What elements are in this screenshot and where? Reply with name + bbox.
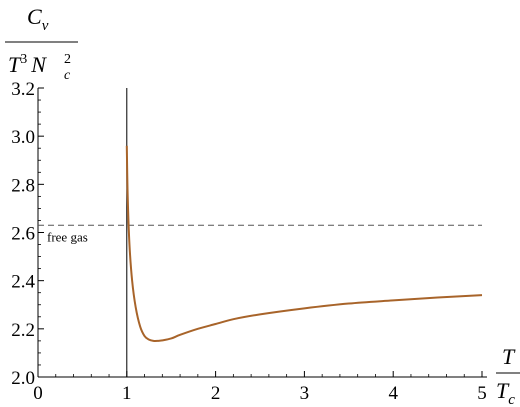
- x-tick-label: 4: [388, 383, 398, 404]
- y-tick-label: 2.0: [11, 368, 35, 389]
- y-tick-label: 2.4: [11, 272, 35, 293]
- x-tick-label: 5: [477, 383, 487, 404]
- y-tick-label: 2.8: [11, 175, 35, 196]
- y-label-denominator: T3 N: [8, 52, 47, 77]
- reference-lines: free gas: [38, 88, 482, 377]
- series-group: [125, 145, 483, 342]
- y-axis-label: Cv T3 N 2 c: [5, 4, 78, 83]
- heat-capacity-curve: [125, 145, 483, 342]
- y-label-numerator: Cv: [27, 4, 49, 34]
- x-tick-label: 2: [211, 383, 221, 404]
- x-tick-label: 3: [300, 383, 310, 404]
- free-gas-label: free gas: [47, 229, 88, 244]
- y-tick-label: 3.0: [11, 127, 35, 148]
- x-ticks: 0 1 2 3 4 5: [33, 371, 487, 404]
- x-label-numerator: T: [502, 344, 516, 369]
- y-ticks: 2.0 2.2 2.4 2.6 2.8 3.0 3.2: [11, 79, 44, 389]
- x-axis-label: T Tc: [496, 344, 520, 407]
- y-label-n-subscript: c: [64, 68, 71, 83]
- y-tick-label: 3.2: [11, 79, 35, 100]
- y-tick-label: 2.6: [11, 224, 35, 245]
- x-tick-label: 0: [33, 383, 43, 404]
- y-label-n-exponent: 2: [64, 52, 71, 67]
- x-label-denominator: Tc: [496, 378, 515, 407]
- y-tick-label: 2.2: [11, 320, 35, 341]
- x-tick-label: 1: [122, 383, 132, 404]
